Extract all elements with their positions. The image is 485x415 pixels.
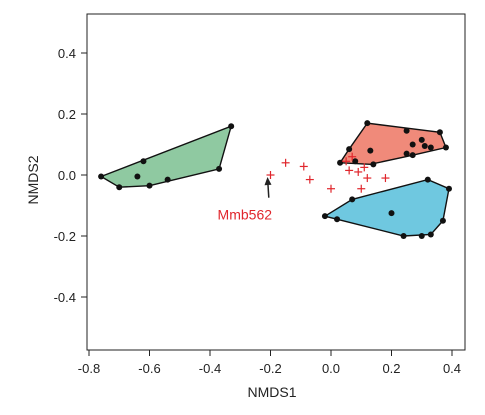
x-tick-label: -0.6 — [138, 361, 160, 376]
x-tick-label: -0.8 — [78, 361, 100, 376]
group-2-point — [346, 146, 353, 153]
group-2-point — [364, 120, 371, 127]
group-hull-3 — [323, 178, 450, 237]
group-2-point — [337, 159, 344, 166]
group-3-point — [445, 185, 452, 192]
plus-point — [348, 152, 357, 161]
group-1-point — [98, 173, 105, 180]
plus-point — [354, 167, 363, 176]
group-hulls — [99, 122, 450, 237]
data-points — [98, 120, 452, 239]
plus-point — [305, 175, 314, 184]
group-3-point — [400, 233, 407, 239]
y-tick-label: -0.4 — [54, 290, 76, 305]
group-3-point — [424, 176, 431, 183]
group-2-point — [409, 141, 416, 148]
plus-point — [345, 166, 354, 175]
group-3-point — [388, 210, 395, 217]
group-2-point — [427, 144, 434, 151]
plus-point — [266, 171, 275, 179]
plot-frame — [86, 13, 466, 351]
x-axis-ticks: -0.8 -0.6 -0.4 -0.2 0.0 0.2 0.4 — [78, 350, 461, 376]
group-1-point — [116, 184, 123, 191]
x-tick-label: -0.4 — [199, 361, 221, 376]
group-2-point — [403, 150, 410, 157]
y-axis-ticks: 0.4 0.2 0.0 -0.2 -0.4 — [54, 46, 87, 305]
x-tick-label: -0.2 — [259, 361, 281, 376]
group-3-point — [321, 213, 328, 220]
group-2-point — [409, 152, 416, 159]
group-1-point — [140, 158, 147, 165]
group-3-point — [349, 196, 356, 203]
group-2-point — [370, 161, 377, 168]
plus-point — [357, 184, 366, 193]
group-3-point — [439, 217, 446, 224]
y-tick-label: -0.2 — [54, 229, 76, 244]
group-1-point — [134, 173, 141, 180]
group-1-point — [146, 182, 153, 189]
group-3-point — [418, 233, 425, 239]
y-tick-label: 0.0 — [58, 168, 76, 183]
y-tick-label: 0.4 — [58, 46, 76, 61]
group-1-point — [216, 165, 223, 172]
plus-point — [281, 158, 290, 167]
plus-point — [363, 174, 372, 183]
group-hull-2 — [338, 122, 447, 166]
plus-points — [266, 152, 390, 193]
x-tick-label: 0.2 — [382, 361, 400, 376]
group-3-point — [334, 216, 341, 223]
plus-point — [342, 157, 351, 166]
group-2-point — [352, 158, 359, 165]
plus-point — [299, 162, 308, 171]
y-tick-label: 0.2 — [58, 107, 76, 122]
annotation: Mmb562 — [218, 177, 273, 223]
group-2-point — [403, 127, 410, 134]
group-1-point — [164, 176, 171, 183]
annotation-arrowhead — [264, 177, 272, 186]
x-tick-label: 0.4 — [443, 361, 461, 376]
group-2-point — [442, 144, 449, 151]
x-axis-title: NMDS1 — [247, 384, 296, 400]
plus-point — [327, 184, 335, 193]
plus-point — [381, 174, 390, 183]
annotation-label: Mmb562 — [218, 207, 273, 223]
group-2-point — [436, 129, 443, 136]
group-2-point — [418, 136, 425, 143]
group-1-point — [228, 123, 235, 130]
group-3-point — [427, 231, 434, 238]
x-tick-label: 0.0 — [322, 361, 340, 376]
group-2-point — [367, 147, 374, 154]
y-axis-title: NMDS2 — [25, 155, 41, 204]
plus-point — [360, 163, 369, 172]
group-hull-1 — [99, 125, 233, 188]
annotation-arrow — [267, 184, 270, 198]
group-2-point — [421, 143, 428, 150]
